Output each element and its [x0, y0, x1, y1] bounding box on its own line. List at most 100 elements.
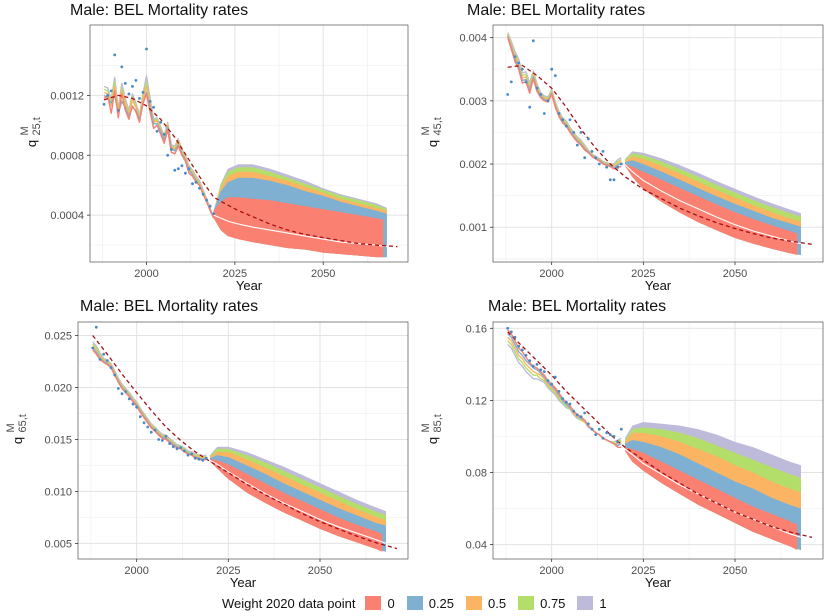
- observed-point: [561, 118, 565, 122]
- observed-point: [176, 167, 180, 171]
- median-forecast-line: [624, 164, 802, 245]
- fan-band-weight-0: [625, 447, 798, 550]
- y-tick-label: 0.0012: [50, 90, 84, 102]
- observed-point: [187, 167, 191, 171]
- x-tick-label: 2050: [723, 268, 747, 280]
- x-tick-label: 2000: [134, 268, 158, 280]
- observed-point: [168, 442, 172, 445]
- observed-point: [201, 192, 205, 196]
- observed-point: [127, 92, 131, 96]
- y-axis-title-main: q: [425, 140, 440, 147]
- y-axis-title: qM 85,t: [420, 414, 444, 444]
- observed-point: [179, 446, 183, 450]
- observed-point: [520, 348, 524, 352]
- legend-label: 0.25: [428, 595, 455, 611]
- legend-swatch: [365, 596, 382, 610]
- observed-point: [204, 456, 208, 460]
- x-tick-label: 2000: [124, 565, 148, 577]
- y-tick-label: 0.0004: [50, 210, 84, 222]
- observed-point: [149, 430, 153, 434]
- legend-swatch: [518, 596, 535, 610]
- dashed-trend-line: [92, 335, 398, 550]
- y-axis-title-sub: 65,t: [17, 414, 29, 432]
- observed-point: [553, 74, 557, 77]
- observed-point: [542, 370, 546, 373]
- observed-point: [619, 427, 623, 431]
- observed-point: [561, 397, 565, 400]
- observed-point: [182, 449, 186, 453]
- y-tick-label: 0.12: [466, 395, 487, 407]
- dashed-trend-line: [507, 64, 813, 245]
- legend-item: 0: [365, 596, 395, 611]
- y-axis-title-sub: 45,t: [432, 117, 444, 135]
- chart-svg: 2000 2025 2050 0.0004 0.0008 0.0012 Year qM 25,t: [19, 24, 409, 293]
- y-axis-title-main: q: [24, 140, 39, 147]
- y-tick-label: 0.004: [459, 33, 487, 45]
- observed-point: [583, 156, 587, 160]
- observed-point: [145, 47, 148, 51]
- observed-point: [605, 431, 609, 435]
- observed-point: [601, 150, 605, 153]
- observed-point: [597, 427, 601, 431]
- x-axis-title: Year: [645, 575, 672, 590]
- y-tick-label: 0.020: [44, 382, 72, 394]
- observed-point: [553, 375, 557, 379]
- observed-point: [539, 368, 543, 372]
- observed-point: [612, 178, 616, 182]
- x-tick-label: 2025: [631, 565, 655, 577]
- legend-label: 0.75: [540, 595, 566, 611]
- plot-border: [492, 321, 824, 560]
- chart-panel-age-65: Male: BEL Mortality rates 2000 2025 2050 0.…: [0, 295, 415, 590]
- plot-border: [492, 24, 824, 263]
- y-tick-label: 0.04: [466, 540, 487, 552]
- observed-point: [153, 428, 157, 432]
- fitted-line-weight-0.25: [103, 91, 215, 219]
- observed-point: [120, 392, 124, 396]
- observed-point: [155, 129, 159, 133]
- observed-point: [608, 433, 612, 436]
- observed-point: [608, 178, 612, 182]
- legend-swatch: [466, 596, 483, 610]
- observed-point: [524, 80, 528, 84]
- observed-point: [539, 93, 543, 96]
- observed-point: [102, 102, 106, 106]
- y-axis-title-sup: M: [420, 423, 432, 432]
- legend-item: 1: [577, 596, 607, 611]
- observed-point: [205, 198, 209, 202]
- observed-point: [528, 359, 532, 363]
- y-tick-label: 0.0008: [50, 150, 84, 162]
- observed-point: [198, 186, 201, 190]
- observed-point: [166, 153, 170, 157]
- observed-point: [102, 352, 106, 356]
- y-tick-label: 0.015: [44, 434, 72, 446]
- observed-point: [208, 204, 212, 208]
- observed-point: [542, 112, 546, 115]
- observed-point: [160, 439, 164, 442]
- median-forecast-line: [213, 214, 387, 248]
- y-tick-label: 0.005: [44, 538, 72, 550]
- observed-point: [557, 112, 561, 115]
- observed-point: [173, 168, 177, 172]
- chart-panel-age-45: Male: BEL Mortality rates 2000 2025 2050 0.…: [415, 0, 830, 295]
- chart-panel-age-25: Male: BEL Mortality rates 2000 2025 2050 0.…: [0, 0, 415, 295]
- legend-item: 0.75: [518, 596, 565, 611]
- observed-point: [152, 105, 156, 109]
- x-tick-label: 2050: [311, 268, 335, 280]
- y-axis-title-main: q: [10, 437, 25, 444]
- x-tick-label: 2000: [539, 268, 563, 280]
- observed-point: [605, 165, 609, 169]
- observed-point: [105, 359, 109, 362]
- observed-point: [106, 94, 110, 97]
- x-axis-title: Year: [230, 575, 257, 590]
- observed-point: [531, 364, 535, 368]
- observed-point: [212, 212, 216, 216]
- observed-point: [142, 421, 146, 425]
- x-tick-label: 2000: [539, 565, 563, 577]
- observed-point: [180, 164, 184, 168]
- y-axis-title-sub: 25,t: [31, 117, 43, 135]
- observed-point: [568, 118, 572, 122]
- observed-point: [528, 105, 532, 109]
- y-tick-label: 0.002: [459, 159, 487, 171]
- y-axis-title: qM 45,t: [420, 117, 444, 147]
